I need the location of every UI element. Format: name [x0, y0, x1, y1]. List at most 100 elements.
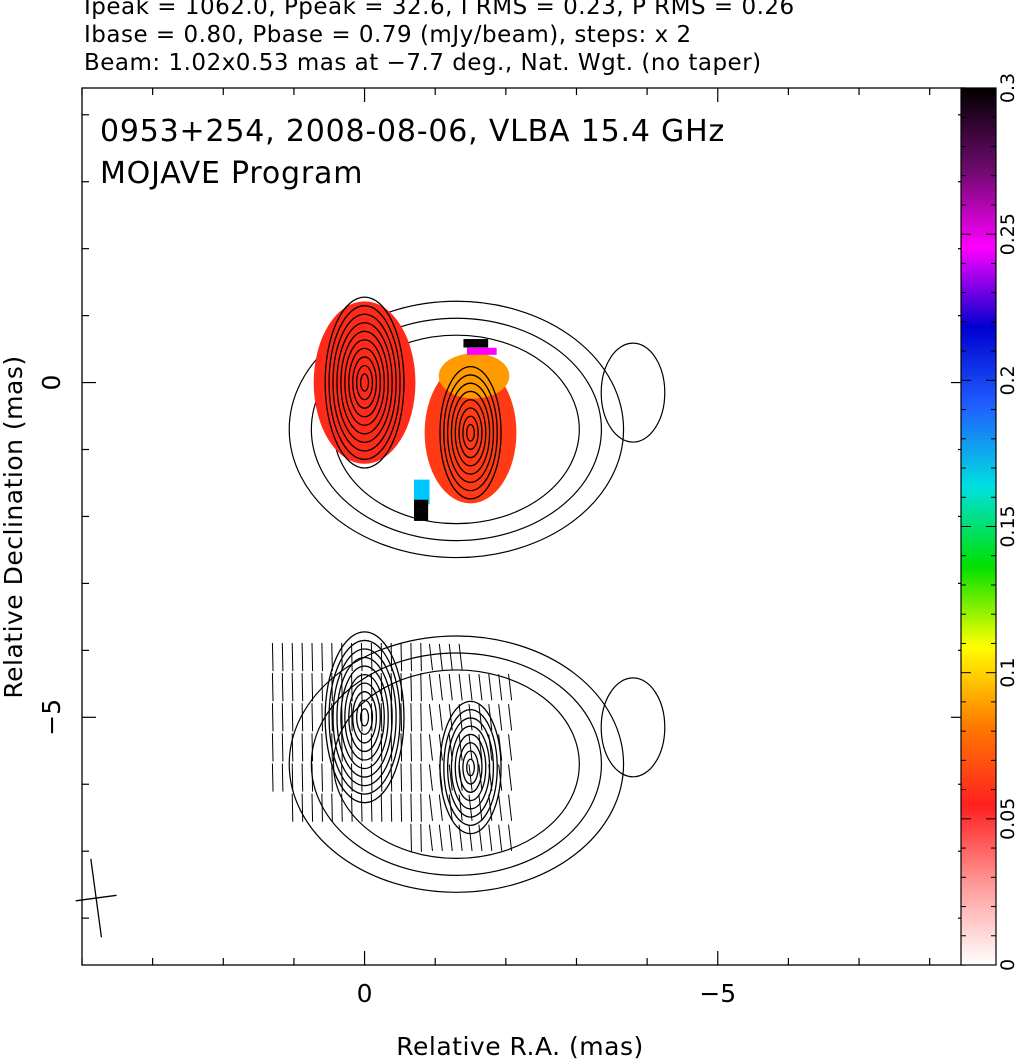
evpa-stick [351, 642, 353, 672]
evpa-stick [291, 793, 294, 822]
evpa-stick [508, 673, 513, 701]
evpa-stick [428, 794, 433, 821]
evpa-stick [301, 793, 304, 822]
evpa-stick [488, 673, 493, 701]
colorbar-tick-label: 0.15 [997, 505, 1019, 547]
jet-contour [443, 709, 498, 827]
evpa-stick [508, 764, 513, 791]
evpa-stick [498, 704, 503, 731]
evpa-stick [400, 703, 403, 732]
evpa-stick [321, 703, 323, 732]
evpa-stick [291, 763, 294, 792]
evpa-stick [420, 673, 422, 702]
core-contour [332, 313, 397, 452]
evpa-stick [428, 704, 433, 731]
jet-contour [450, 390, 491, 475]
polarization-fraction-patch [424, 362, 517, 504]
y-axis-label: Relative Declination (mas) [0, 355, 28, 698]
core-contour [348, 682, 381, 753]
evpa-stick [271, 763, 274, 792]
evpa-stick [390, 733, 393, 762]
evpa-stick [281, 703, 284, 732]
evpa-stick [478, 673, 483, 701]
core-contour [356, 699, 374, 736]
evpa-stick [428, 734, 433, 761]
polarization-panel [271, 631, 666, 893]
evpa-stick [410, 763, 412, 792]
evpa-stick [410, 823, 412, 852]
evpa-stick [380, 642, 383, 672]
evpa-stick [360, 673, 363, 702]
jet-contour [458, 742, 483, 793]
x-axis-label: Relative R.A. (mas) [396, 1032, 643, 1060]
evpa-stick [271, 642, 274, 672]
evpa-stick [341, 733, 343, 762]
evpa-stick [311, 673, 314, 702]
evpa-stick [321, 673, 323, 702]
east-lobe-contour [600, 342, 666, 443]
jet-contour [462, 415, 479, 450]
evpa-stick [420, 823, 422, 852]
total-intensity-panel [288, 296, 666, 559]
core-contour [336, 322, 393, 443]
evpa-stick [311, 793, 314, 822]
evpa-stick [420, 793, 422, 822]
evpa-stick [331, 703, 333, 732]
evpa-stick [468, 673, 473, 701]
evpa-stick [291, 673, 294, 702]
evpa-stick [301, 763, 304, 792]
core-contour [352, 691, 378, 744]
polarization-edge-pixel [414, 479, 430, 505]
beam-minor-axis [75, 894, 117, 902]
evpa-stick [291, 703, 294, 732]
evpa-stick [360, 703, 363, 732]
core-contour [359, 708, 370, 727]
jet-contour [439, 366, 502, 500]
evpa-stick [351, 763, 353, 792]
jet-contour [458, 407, 483, 459]
evpa-stick [488, 824, 493, 852]
jet-contour [446, 382, 495, 484]
jet-contour [454, 399, 487, 467]
evpa-stick [301, 642, 304, 672]
axis-ticks [81, 88, 965, 965]
evpa-stick [380, 703, 383, 732]
evpa-stick [448, 824, 453, 852]
colorbar-tick-label: 0.3 [997, 73, 1019, 103]
core-contour [344, 673, 385, 761]
evpa-stick [498, 824, 503, 852]
evpa-stick [311, 703, 314, 732]
evpa-stick [458, 673, 463, 701]
polarization-edge-pixel [463, 339, 489, 348]
evpa-stick [410, 642, 412, 672]
core-contour [359, 373, 370, 392]
evpa-stick [321, 793, 323, 822]
evpa-stick [478, 704, 483, 731]
header-line-base: Ibase = 0.80, Pbase = 0.79 (mJy/beam), s… [84, 22, 692, 48]
evpa-stick [498, 673, 503, 701]
evpa-stick [400, 793, 403, 822]
core-contour [340, 665, 389, 770]
evpa-stick [321, 642, 323, 672]
evpa-stick [420, 763, 422, 792]
evpa-stick [428, 673, 433, 701]
y-tick-label: 0 [37, 375, 66, 391]
evpa-stick [341, 673, 343, 702]
evpa-stick [508, 794, 513, 821]
evpa-stick [508, 824, 513, 852]
core-contour [348, 347, 381, 418]
colorbar-tick-label: 0.05 [997, 798, 1019, 840]
east-lobe-contour [600, 677, 666, 778]
evpa-stick [478, 734, 483, 761]
evpa-stick [301, 703, 304, 732]
chart-title: 0953+254, 2008-08-06, VLBA 15.4 GHz [100, 114, 725, 149]
evpa-stick [311, 763, 314, 792]
evpa-stick [428, 824, 433, 852]
evpa-stick [420, 642, 422, 672]
outer-contour [332, 669, 580, 859]
evpa-stick [281, 642, 284, 672]
jet-contour [454, 733, 487, 802]
evpa-stick [360, 793, 363, 822]
evpa-stick [458, 704, 463, 731]
colorbar-tick-label: 0.25 [997, 213, 1019, 255]
